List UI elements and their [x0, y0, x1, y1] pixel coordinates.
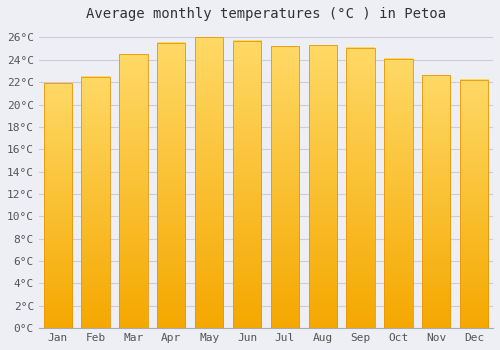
Bar	[195, 37, 224, 328]
Bar	[119, 54, 148, 328]
Bar	[384, 59, 412, 328]
Title: Average monthly temperatures (°C ) in Petoa: Average monthly temperatures (°C ) in Pe…	[86, 7, 446, 21]
Bar	[82, 77, 110, 328]
Bar	[346, 48, 375, 328]
Bar	[233, 41, 261, 328]
Bar	[270, 47, 299, 328]
Bar	[460, 80, 488, 328]
Bar	[308, 45, 337, 328]
Bar	[44, 83, 72, 328]
Bar	[157, 43, 186, 328]
Bar	[422, 76, 450, 328]
